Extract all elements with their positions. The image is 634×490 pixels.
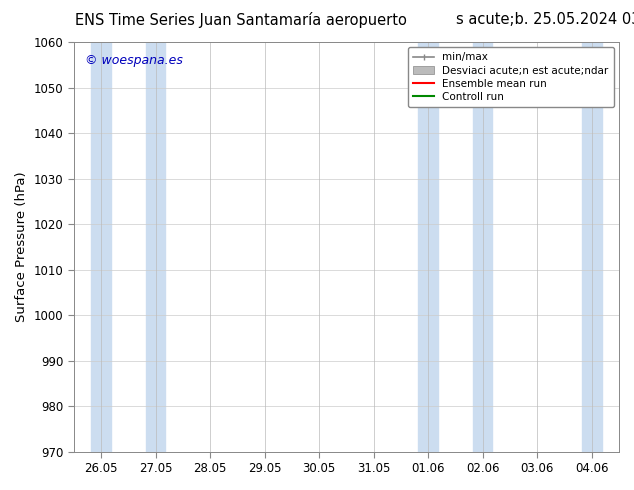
Text: ENS Time Series Juan Santamaría aeropuerto: ENS Time Series Juan Santamaría aeropuer…: [75, 12, 407, 28]
Bar: [473, 42, 493, 452]
Bar: [418, 42, 438, 452]
Text: © woespana.es: © woespana.es: [84, 54, 183, 67]
Legend: min/max, Desviaci acute;n est acute;ndar, Ensemble mean run, Controll run: min/max, Desviaci acute;n est acute;ndar…: [408, 47, 614, 107]
Text: s acute;b. 25.05.2024 03 UTC: s acute;b. 25.05.2024 03 UTC: [456, 12, 634, 27]
Bar: [582, 42, 602, 452]
Bar: [146, 42, 165, 452]
Y-axis label: Surface Pressure (hPa): Surface Pressure (hPa): [15, 172, 28, 322]
Bar: [91, 42, 111, 452]
